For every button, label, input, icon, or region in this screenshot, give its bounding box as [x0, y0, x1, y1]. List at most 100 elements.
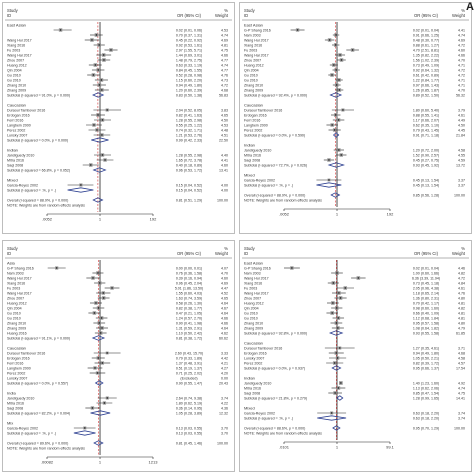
- study-label: Wang Hai 2017: [244, 54, 269, 58]
- study-or: (Excluded): [180, 377, 197, 381]
- subtotal-or: 0.96 (0.53, 1.72): [176, 169, 202, 173]
- study-weight: 4.20: [221, 372, 228, 376]
- study-label: Gu 2010: [7, 74, 21, 78]
- study-or: 2.97 (1.55, 5.71): [176, 49, 202, 53]
- study-label: Zhang 2009: [7, 327, 26, 331]
- subtotal-label: Subtotal (I-squared = 0.0%, p = 0.557): [7, 382, 68, 386]
- study-or: 0.36 (0.14, 0.95): [176, 407, 202, 411]
- study-or: 1.63 (0.74, 3.59): [176, 297, 202, 301]
- study-weight: 4.76: [221, 74, 228, 78]
- point-estimate: [95, 302, 97, 304]
- group-label: Caucasian: [7, 103, 26, 108]
- study-label: Qin 2004: [7, 307, 22, 311]
- study-weight: 4.72: [458, 277, 465, 281]
- study-or: 1.65 (0.72, 3.78): [176, 159, 202, 163]
- study-label: Langbein 2000: [244, 124, 268, 128]
- study-label: Duraoui Tambover 2016: [7, 352, 45, 356]
- header-study: Study: [7, 246, 19, 251]
- subtotal-weight: 13.41: [219, 169, 228, 173]
- study-weight: 4.71: [458, 79, 465, 83]
- x-tick-label: 1: [99, 460, 102, 465]
- subtotal-weight: 3.74: [458, 417, 465, 421]
- study-or: 0.47 (0.21, 1.05): [176, 312, 202, 316]
- study-label: Ferri 2016: [7, 119, 23, 123]
- study-or: 1.21 (0.53, 2.76): [176, 134, 202, 138]
- study-weight: 4.77: [221, 59, 228, 63]
- study-label: Lunsky 2007: [7, 377, 27, 381]
- study-or: 0.82 (0.41, 1.63): [176, 114, 202, 118]
- study-weight: 4.64: [221, 327, 228, 331]
- study-weight: 4.92: [458, 382, 465, 386]
- study-or: 0.58 (0.26, 1.30): [176, 302, 202, 306]
- point-estimate: [338, 79, 340, 81]
- study-weight: 3.74: [458, 412, 465, 416]
- study-or: 1.56 (1.02, 2.39): [413, 59, 439, 63]
- point-estimate: [336, 307, 338, 309]
- x-tick-label: 192: [150, 217, 157, 222]
- study-weight: 4.57: [458, 362, 465, 366]
- study-label: Qin 2004: [244, 69, 259, 73]
- study-label: Wang Hai 2017: [7, 292, 32, 296]
- point-estimate: [97, 272, 99, 274]
- study-or: 1.12 (0.68, 1.84): [413, 317, 439, 321]
- study-label: Zhou 2007: [7, 297, 24, 301]
- study-or: 0.02 (0.01, 0.06): [176, 29, 202, 33]
- header-study: Study: [7, 8, 19, 13]
- point-estimate: [330, 412, 333, 414]
- subtotal-label: Subtotal (I-squared = .%, p = .): [244, 184, 293, 188]
- study-label: Langbein 2000: [7, 367, 31, 371]
- study-weight: 4.49: [458, 119, 465, 123]
- point-estimate: [92, 74, 95, 76]
- study-weight: 4.62: [221, 332, 228, 336]
- study-weight: 4.66: [221, 322, 228, 326]
- study-weight: 4.07: [221, 267, 228, 271]
- study-label: G-P Shang 2016: [244, 29, 271, 33]
- study-label: Gu 2010: [244, 317, 258, 321]
- study-weight: 3.37: [458, 179, 465, 183]
- study-label: Fu 2003: [7, 49, 20, 53]
- subtotal-or: 0.13 (0.03, 0.55): [176, 432, 202, 436]
- header-or: OR (95% CI): [414, 13, 439, 18]
- group-label: East Asian: [7, 23, 26, 28]
- header-weight: Weight: [452, 251, 466, 256]
- group-label: East Asian: [244, 261, 263, 266]
- point-estimate: [96, 372, 99, 374]
- study-label: Huang 2016: [7, 332, 27, 336]
- study-or: 1.17 (0.66, 2.07): [413, 119, 439, 123]
- forest-plot-bottom-right: Study ID OR (95% CI)% Weight East Asian G-P S…: [239, 240, 472, 472]
- study-or: 1.22 (0.84, 1.77): [413, 79, 439, 83]
- study-label: Fu 2003: [244, 49, 257, 53]
- subtotal-diamond: [332, 132, 340, 138]
- study-label: Gu 2010: [244, 74, 258, 78]
- point-estimate: [328, 159, 330, 161]
- study-or: 0.62 (0.35, 1.10): [413, 124, 439, 128]
- point-estimate: [90, 164, 92, 166]
- point-estimate: [92, 277, 94, 279]
- study-or: 0.70 (0.37, 1.31): [176, 34, 202, 38]
- point-estimate: [94, 64, 97, 66]
- subtotal-weight: 61.85: [456, 332, 465, 336]
- study-weight: 4.65: [221, 297, 228, 301]
- x-tick-label: 1213: [149, 460, 159, 465]
- study-weight: 4.82: [458, 307, 465, 311]
- study-or: 0.84 (0.45, 1.55): [176, 69, 202, 73]
- point-estimate: [331, 124, 333, 126]
- study-label: Lunsky 2007: [244, 357, 264, 361]
- study-weight: 4.46: [458, 267, 465, 271]
- study-weight: 4.70: [458, 59, 465, 63]
- study-label: Gu 2010: [244, 312, 258, 316]
- study-weight: 4.76: [458, 292, 465, 296]
- note-text: NOTE: Weights are from random effects an…: [7, 204, 85, 208]
- study-label: Nam 2003: [244, 34, 261, 38]
- x-tick-label: .00082: [41, 460, 54, 465]
- study-or: 0.39 (0.16, 0.94): [176, 277, 202, 281]
- forest-plot-top-left: Study ID OR (95% CI)% Weight East Asian 0.02 …: [2, 2, 235, 234]
- overall-label: Overall (I-squared = 89.6%, p = 0.000): [7, 442, 68, 446]
- study-label: Perez 2002: [244, 129, 262, 133]
- subtotal-label: Subtotal (I-squared = 0.0%, p = 0.590): [244, 134, 305, 138]
- point-estimate: [335, 322, 338, 324]
- point-estimate: [337, 327, 339, 329]
- study-weight: 4.58: [458, 149, 465, 153]
- study-label: Xiang 2016: [7, 44, 25, 48]
